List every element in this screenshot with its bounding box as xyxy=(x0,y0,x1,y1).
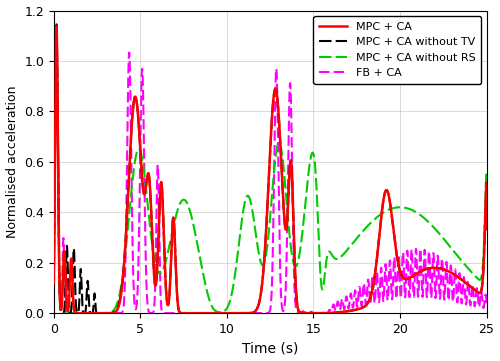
X-axis label: Time (s): Time (s) xyxy=(242,342,298,356)
Y-axis label: Normalised acceleration: Normalised acceleration xyxy=(6,86,18,238)
Legend: MPC + CA, MPC + CA without TV, MPC + CA without RS, FB + CA: MPC + CA, MPC + CA without TV, MPC + CA … xyxy=(314,16,481,84)
